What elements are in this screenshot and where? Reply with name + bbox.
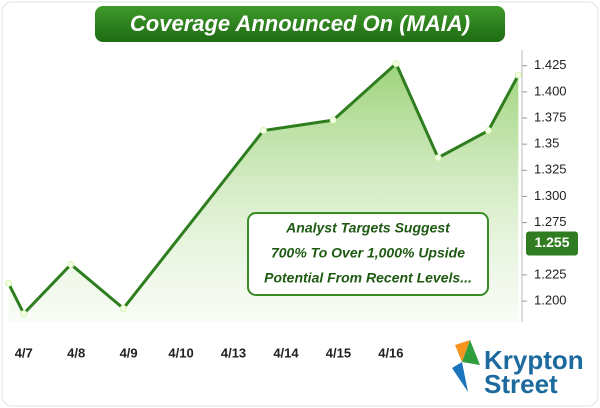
x-tick-label: 4/10	[168, 345, 193, 360]
point	[329, 116, 337, 124]
annotation-box	[247, 212, 489, 296]
y-tick-label: 1.275	[534, 214, 567, 229]
point	[434, 154, 442, 162]
y-tick-label: 1.200	[534, 293, 567, 308]
y-tick-label: 1.35	[534, 136, 559, 151]
line	[7, 62, 520, 316]
x-tick-label: 4/15	[326, 345, 351, 360]
y-tick-label: 1.325	[534, 162, 567, 177]
point	[514, 71, 522, 79]
y-tick-label: 1.225	[534, 266, 567, 281]
annotation: Analyst Targets Suggest	[285, 220, 451, 236]
x-tick-label: 4/16	[378, 345, 403, 360]
point	[259, 127, 267, 135]
current-value-box	[526, 231, 578, 256]
point	[5, 279, 13, 287]
logo-shape	[452, 362, 468, 392]
point	[119, 304, 127, 312]
y-tick-label: 1.375	[534, 109, 567, 124]
y-tick-label: 1.425	[534, 57, 567, 72]
current-value-label: 1.255	[534, 234, 569, 250]
x-tick-label: 4/14	[273, 345, 299, 360]
logo-text: Street	[484, 369, 558, 399]
logo-shape	[462, 340, 480, 365]
x-tick-label: 4/8	[67, 345, 85, 360]
point	[67, 260, 75, 268]
x-tick-label: 4/9	[120, 345, 138, 360]
logo: Krypton Street	[452, 340, 584, 399]
y-tick-label: 1.400	[534, 83, 567, 98]
logo-text: Krypton	[484, 345, 584, 375]
logo-shape	[455, 340, 470, 362]
title-banner	[95, 6, 505, 42]
x-tick-label: 4/7	[15, 345, 33, 360]
y-tick-label: 1.300	[534, 188, 567, 203]
annotation: Potential From Recent Levels...	[264, 270, 472, 286]
point	[20, 310, 28, 318]
x-tick-label: 4/13	[221, 345, 246, 360]
annotation: 700% To Over 1,000% Upside	[271, 245, 465, 261]
chart-title: Coverage Announced On (MAIA)	[130, 11, 470, 36]
point	[484, 127, 492, 135]
point	[392, 60, 400, 68]
